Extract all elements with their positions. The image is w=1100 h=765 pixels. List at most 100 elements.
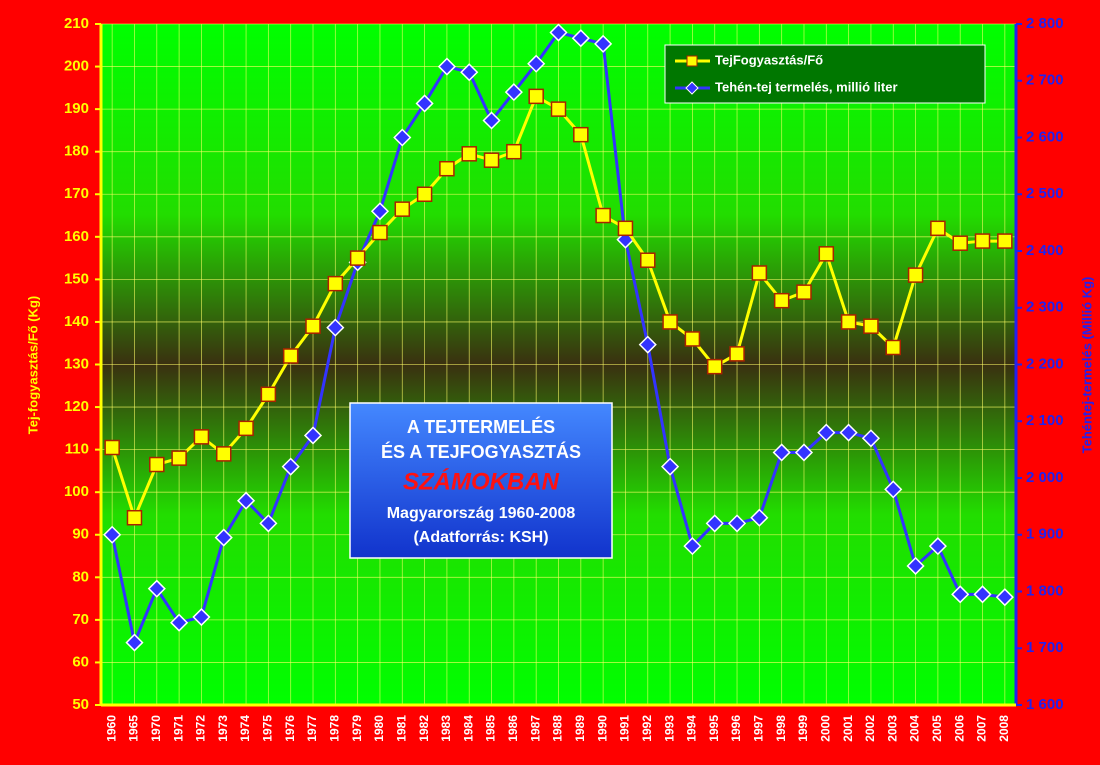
- x-tick-label: 1991: [618, 715, 632, 742]
- marker-square: [818, 246, 835, 262]
- x-tick-label: 1983: [439, 715, 453, 742]
- marker-square: [193, 429, 210, 445]
- legend-box: [664, 44, 986, 104]
- marker-square: [394, 201, 411, 217]
- y-tick-label: 160: [64, 228, 89, 245]
- x-tick-label: 1972: [194, 715, 208, 742]
- annotation: SZÁMOKBAN: [403, 467, 560, 495]
- legend-label: Tehén-tej termelés, millió liter: [715, 79, 898, 94]
- x-tick-label: 1974: [238, 715, 252, 742]
- marker-square: [550, 101, 567, 117]
- marker-diamond: [839, 423, 858, 442]
- marker-diamond: [370, 202, 390, 221]
- y-tick-label: 170: [64, 185, 89, 202]
- marker-diamond: [683, 537, 702, 556]
- marker-diamond: [951, 585, 970, 604]
- marker-diamond: [705, 514, 724, 533]
- marker-square: [483, 152, 500, 168]
- marker-square: [796, 284, 812, 300]
- marker-diamond: [393, 128, 412, 147]
- y-tick-label: 120: [64, 398, 89, 415]
- marker-diamond: [549, 23, 568, 42]
- marker-square: [149, 456, 165, 473]
- marker-diamond: [192, 607, 211, 627]
- marker-square: [997, 233, 1013, 249]
- x-tick-label: 1988: [551, 715, 565, 742]
- marker-diamond: [415, 94, 434, 113]
- y-tick-label: 200: [64, 58, 89, 75]
- x-tick-label: 1980: [372, 715, 386, 742]
- annotation: (Adatforrás: KSH): [413, 529, 548, 546]
- marker-diamond: [147, 579, 166, 598]
- marker-square: [260, 386, 277, 403]
- marker-diamond: [638, 335, 657, 354]
- x-tick-label: 1992: [640, 715, 654, 742]
- marker-square: [907, 267, 924, 283]
- annotation: Magyarország 1960-2008: [387, 505, 576, 522]
- x-tick-label: 1970: [149, 715, 163, 742]
- x-tick-label: 2007: [975, 715, 989, 742]
- marker-diamond: [103, 525, 122, 544]
- x-tick-label: 1997: [752, 715, 766, 742]
- y-tick-label: 110: [65, 441, 89, 458]
- marker-square: [439, 160, 455, 177]
- x-tick-label: 1975: [261, 715, 275, 742]
- x-tick-label: 2003: [885, 715, 899, 742]
- x-tick-label: 2001: [841, 715, 855, 742]
- marker-square: [528, 88, 544, 105]
- x-tick-label: 1978: [328, 715, 342, 742]
- marker-diamond: [437, 57, 456, 76]
- x-tick-label: 1998: [774, 715, 788, 742]
- marker-square: [171, 450, 187, 466]
- x-tick-label: 1996: [729, 715, 743, 742]
- y-tick-label: 60: [72, 653, 89, 670]
- x-tick-label: 1995: [707, 715, 721, 742]
- x-tick-label: 2005: [930, 715, 944, 742]
- marker-diamond: [237, 491, 256, 510]
- marker-square: [930, 220, 946, 237]
- legend-marker: [686, 55, 698, 67]
- y-axis-label: Tej-fogyasztás/Fő (Kg): [25, 296, 40, 434]
- marker-diamond: [170, 613, 189, 632]
- x-tick-label: 1990: [595, 715, 609, 742]
- y2-tick-label: 2 200: [1026, 355, 1064, 372]
- x-tick-label: 1986: [506, 715, 520, 742]
- title-box: [349, 402, 613, 559]
- y2-axis-label: Tehéntej-termelés (Millió Kg): [1079, 277, 1094, 454]
- marker-diamond: [303, 426, 323, 445]
- annotation: A TEJTERMELÉS: [407, 416, 555, 437]
- y-tick-label: 140: [64, 313, 89, 330]
- x-tick-label: 1981: [394, 715, 408, 742]
- marker-square: [684, 331, 701, 347]
- y-tick-label: 50: [72, 696, 89, 713]
- marker-diamond: [527, 54, 546, 73]
- marker-square: [640, 252, 656, 268]
- x-tick-label: 1984: [461, 715, 475, 742]
- marker-square: [305, 318, 321, 334]
- marker-diamond: [460, 63, 479, 82]
- y2-tick-label: 1 600: [1026, 696, 1064, 713]
- marker-square: [104, 439, 120, 456]
- y2-tick-label: 1 700: [1026, 639, 1064, 656]
- marker-diamond: [884, 480, 903, 499]
- marker-diamond: [906, 556, 925, 576]
- y2-tick-label: 2 500: [1026, 185, 1064, 202]
- y2-tick-label: 2 700: [1026, 72, 1064, 89]
- marker-square: [349, 250, 366, 266]
- y2-tick-label: 2 600: [1026, 128, 1064, 145]
- marker-square: [282, 348, 299, 364]
- x-tick-label: 1985: [484, 715, 498, 742]
- marker-diamond: [326, 318, 345, 337]
- y2-tick-label: 2 800: [1026, 15, 1064, 32]
- y-tick-label: 210: [64, 15, 89, 32]
- y-tick-label: 190: [64, 100, 89, 117]
- marker-square: [840, 314, 857, 330]
- marker-square: [506, 143, 522, 160]
- marker-square: [952, 235, 968, 251]
- marker-diamond: [281, 457, 300, 476]
- x-tick-label: 1994: [685, 715, 699, 742]
- marker-square: [327, 275, 344, 292]
- marker-square: [706, 358, 723, 375]
